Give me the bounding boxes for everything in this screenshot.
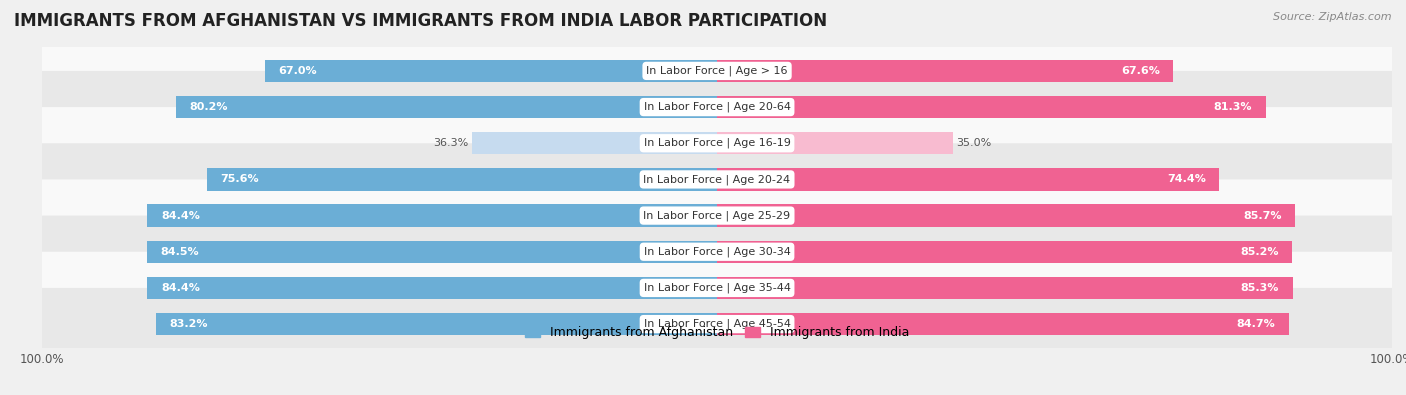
Text: 85.7%: 85.7% [1243,211,1282,220]
Bar [148,277,717,299]
Bar [146,241,717,263]
Text: 84.4%: 84.4% [160,211,200,220]
FancyBboxPatch shape [39,107,1395,179]
Bar [207,168,717,191]
Text: 84.5%: 84.5% [160,247,198,257]
Text: Source: ZipAtlas.com: Source: ZipAtlas.com [1274,12,1392,22]
Text: 81.3%: 81.3% [1213,102,1253,112]
Bar [148,204,717,227]
Text: In Labor Force | Age 16-19: In Labor Force | Age 16-19 [644,138,790,149]
Bar [717,96,1265,118]
FancyBboxPatch shape [39,71,1395,143]
Text: 36.3%: 36.3% [433,138,468,148]
Bar [717,132,953,154]
Text: IMMIGRANTS FROM AFGHANISTAN VS IMMIGRANTS FROM INDIA LABOR PARTICIPATION: IMMIGRANTS FROM AFGHANISTAN VS IMMIGRANT… [14,12,827,30]
FancyBboxPatch shape [39,252,1395,324]
Bar [472,132,717,154]
FancyBboxPatch shape [39,143,1395,216]
Text: In Labor Force | Age 20-24: In Labor Force | Age 20-24 [644,174,790,185]
FancyBboxPatch shape [39,216,1395,288]
Legend: Immigrants from Afghanistan, Immigrants from India: Immigrants from Afghanistan, Immigrants … [520,322,914,344]
Text: In Labor Force | Age 25-29: In Labor Force | Age 25-29 [644,210,790,221]
Text: In Labor Force | Age 30-34: In Labor Force | Age 30-34 [644,246,790,257]
Text: 35.0%: 35.0% [956,138,991,148]
Text: 75.6%: 75.6% [221,175,259,184]
Text: 85.3%: 85.3% [1241,283,1279,293]
Bar [717,204,1295,227]
FancyBboxPatch shape [39,179,1395,252]
Bar [717,60,1173,82]
Text: In Labor Force | Age > 16: In Labor Force | Age > 16 [647,66,787,76]
Bar [176,96,717,118]
Text: 67.0%: 67.0% [278,66,316,76]
Text: 80.2%: 80.2% [190,102,228,112]
Text: 85.2%: 85.2% [1240,247,1278,257]
Text: In Labor Force | Age 20-64: In Labor Force | Age 20-64 [644,102,790,112]
Bar [717,313,1289,335]
Bar [717,241,1292,263]
Text: 84.7%: 84.7% [1236,319,1275,329]
Text: In Labor Force | Age 45-54: In Labor Force | Age 45-54 [644,319,790,329]
Text: 84.4%: 84.4% [160,283,200,293]
Text: 74.4%: 74.4% [1167,175,1206,184]
Bar [156,313,717,335]
Text: 67.6%: 67.6% [1121,66,1160,76]
Text: In Labor Force | Age 35-44: In Labor Force | Age 35-44 [644,283,790,293]
FancyBboxPatch shape [39,288,1395,360]
FancyBboxPatch shape [39,35,1395,107]
Bar [717,277,1292,299]
Bar [264,60,717,82]
Text: 83.2%: 83.2% [169,319,208,329]
Bar [717,168,1219,191]
